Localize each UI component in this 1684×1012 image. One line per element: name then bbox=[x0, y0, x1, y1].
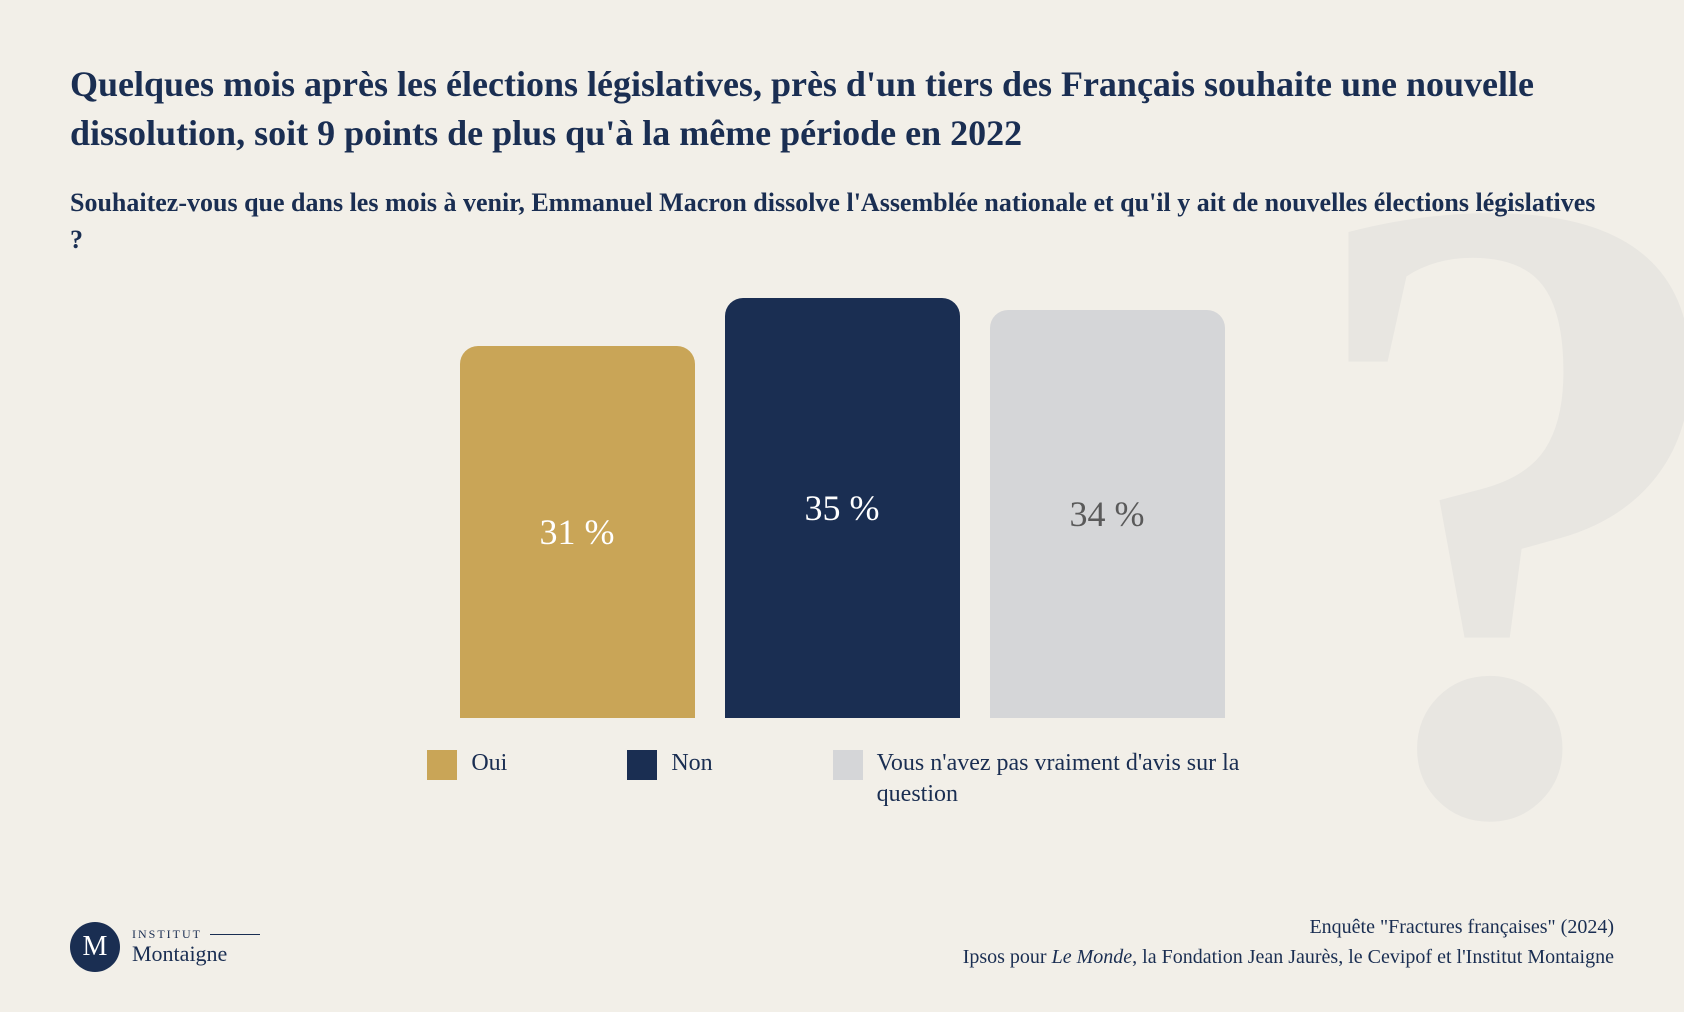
source-line2: Ipsos pour Le Monde, la Fondation Jean J… bbox=[963, 942, 1614, 972]
legend-label-no-opinion: Vous n'avez pas vraiment d'avis sur la q… bbox=[877, 748, 1257, 810]
legend-swatch-no-opinion bbox=[833, 750, 863, 780]
bar-chart: 31 % 35 % 34 % bbox=[70, 298, 1614, 718]
logo: M INSTITUT Montaigne bbox=[70, 922, 260, 972]
bar-label-non: 35 % bbox=[805, 487, 880, 529]
source-line1: Enquête "Fractures françaises" (2024) bbox=[963, 912, 1614, 942]
legend-item-non: Non bbox=[627, 748, 712, 780]
legend-label-oui: Oui bbox=[471, 748, 507, 779]
legend-swatch-oui bbox=[427, 750, 457, 780]
bar-no-opinion: 34 % bbox=[990, 310, 1225, 718]
legend-swatch-non bbox=[627, 750, 657, 780]
logo-line-icon bbox=[210, 934, 260, 935]
legend-item-no-opinion: Vous n'avez pas vraiment d'avis sur la q… bbox=[833, 748, 1257, 810]
bar-non: 35 % bbox=[725, 298, 960, 718]
legend-item-oui: Oui bbox=[427, 748, 507, 780]
logo-montaigne: Montaigne bbox=[132, 942, 260, 966]
chart-subtitle: Souhaitez-vous que dans les mois à venir… bbox=[70, 185, 1614, 258]
bar-label-oui: 31 % bbox=[540, 511, 615, 553]
bar-label-no-opinion: 34 % bbox=[1070, 493, 1145, 535]
chart-container: ? Quelques mois après les élections légi… bbox=[0, 0, 1684, 1012]
logo-circle: M bbox=[70, 922, 120, 972]
bar-oui: 31 % bbox=[460, 346, 695, 718]
legend: Oui Non Vous n'avez pas vraiment d'avis … bbox=[70, 748, 1614, 810]
chart-title: Quelques mois après les élections législ… bbox=[70, 60, 1614, 157]
logo-text: INSTITUT Montaigne bbox=[132, 928, 260, 965]
source-text: Enquête "Fractures françaises" (2024) Ip… bbox=[963, 912, 1614, 972]
legend-label-non: Non bbox=[671, 748, 712, 779]
footer: M INSTITUT Montaigne Enquête "Fractures … bbox=[70, 912, 1614, 972]
logo-institut: INSTITUT bbox=[132, 928, 260, 941]
logo-letter: M bbox=[83, 931, 108, 963]
